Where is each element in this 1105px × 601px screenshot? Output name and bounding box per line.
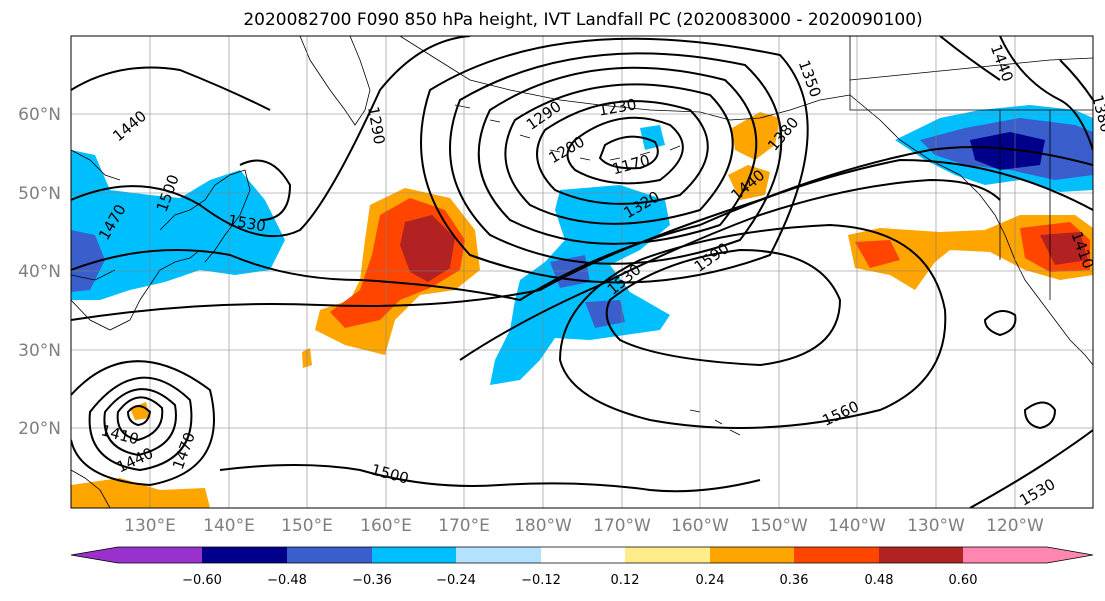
colorbar-swatch	[625, 547, 710, 563]
contour-small-1	[983, 310, 1017, 337]
colorbar-tick-label: −0.36	[352, 573, 392, 588]
ivt-pos-max-ne-pacific	[1040, 232, 1088, 265]
contour-small-2	[1023, 401, 1057, 430]
contour-1500-south	[219, 464, 761, 493]
lon-label: 180°W	[514, 516, 572, 536]
latitude-labels: 20°N 30°N 40°N 50°N 60°N	[18, 105, 61, 439]
colorbar-tick-label: −0.12	[521, 573, 561, 588]
ivt-pos-core-ne-pacific	[855, 222, 1090, 272]
colorbar-swatch	[372, 547, 456, 563]
ivt-neg-max-canada	[970, 132, 1045, 170]
colorbar-swatch	[710, 547, 794, 563]
contour-1590	[605, 248, 842, 367]
lon-label: 120°W	[986, 516, 1044, 536]
contour-band-3	[71, 158, 1093, 302]
contour-low-3	[536, 100, 709, 205]
map-frame	[70, 35, 1094, 509]
coast-aleutians	[454, 104, 681, 161]
map-title: 2020082700 F090 850 hPa height, IVT Land…	[243, 10, 922, 30]
colorbar-swatch	[963, 547, 1047, 563]
colorbar-swatch	[118, 547, 202, 563]
contour-typhoon-1	[126, 405, 152, 427]
lon-label: 160°E	[360, 516, 412, 536]
coast-north-america	[849, 94, 1093, 366]
height-contours	[71, 36, 1093, 508]
colorbar-tick-label: −0.24	[436, 573, 476, 588]
contour-band-1	[420, 37, 809, 284]
colorbar-tick-label: 0.48	[865, 573, 894, 588]
contour-low-1	[598, 135, 659, 170]
lat-label: 40°N	[18, 262, 61, 282]
ivt-neg-area-bering	[640, 125, 665, 150]
colorbar-swatch	[287, 547, 372, 563]
lon-label: 170°E	[438, 516, 490, 536]
map-panel: 1440 1500 1470 1530 1290 1230 1200 1170 …	[70, 35, 1105, 510]
lon-label: 150°E	[281, 516, 333, 536]
ivt-neg-area-central-pacific	[490, 185, 670, 385]
coastlines	[71, 36, 1093, 508]
lon-label: 150°W	[750, 516, 808, 536]
colorbar-extend-low	[71, 547, 118, 563]
colorbar-extend-high	[1047, 547, 1093, 563]
lon-label: 140°W	[828, 516, 886, 536]
contour-west-pacific	[71, 66, 292, 221]
colorbar-tick-label: 0.36	[780, 573, 809, 588]
ivt-pos-small-cells	[130, 348, 312, 420]
colorbar-tick-label: 0.24	[696, 573, 725, 588]
lon-label: 140°E	[203, 516, 255, 536]
contour-na-coast	[939, 36, 1093, 151]
colorbar-tick-label: 0.12	[611, 573, 640, 588]
contour-1560	[558, 223, 947, 429]
longitude-labels: 130°E 140°E 150°E 160°E 170°E 180°W 170°…	[124, 516, 1044, 536]
coast-hawaii	[689, 409, 741, 436]
colorbar-outline	[70, 546, 1094, 564]
colorbar-swatch	[879, 547, 963, 563]
contour-typhoon-3	[103, 388, 177, 457]
lat-label: 60°N	[18, 105, 61, 125]
contour-band-2	[71, 36, 471, 238]
coast-kamchatka	[299, 36, 371, 126]
colorbar-tick-label: 0.60	[949, 573, 978, 588]
colorbar: −0.60 −0.48 −0.36 −0.24 −0.12 0.12 0.24 …	[70, 546, 1094, 588]
coast-alaska	[399, 36, 851, 121]
coast-asia	[71, 149, 251, 508]
colorbar-tick-label: −0.60	[182, 573, 222, 588]
colorbar-swatch	[794, 547, 879, 563]
colorbar-swatch	[456, 547, 541, 563]
contour-band-4	[71, 146, 1093, 321]
lon-label: 130°E	[124, 516, 176, 536]
colorbar-swatch	[541, 547, 625, 563]
ivt-pos-area-gulf-alaska-s	[728, 165, 770, 200]
contour-typhoon-2	[116, 396, 164, 442]
contour-band-5	[459, 178, 1001, 361]
coast-canada-borders	[849, 36, 1093, 300]
ivt-pos-max-nw-pacific	[400, 215, 455, 282]
lat-label: 30°N	[18, 341, 61, 361]
contour-low-4	[504, 83, 734, 225]
contour-typhoon-5	[71, 360, 215, 487]
lon-label: 160°W	[671, 516, 729, 536]
gridlines	[71, 36, 1093, 508]
lat-label: 50°N	[18, 184, 61, 204]
contour-1530-se	[969, 429, 1093, 508]
colorbar-tick-label: −0.48	[267, 573, 307, 588]
lon-label: 130°W	[907, 516, 965, 536]
contour-typhoon-4	[88, 376, 193, 472]
lat-label: 20°N	[18, 419, 61, 439]
contour-low-5	[477, 66, 758, 245]
contour-low-2	[566, 116, 684, 185]
colorbar-swatch	[202, 547, 287, 563]
lon-label: 170°W	[593, 516, 651, 536]
ivt-neg-area-japan	[71, 150, 285, 300]
